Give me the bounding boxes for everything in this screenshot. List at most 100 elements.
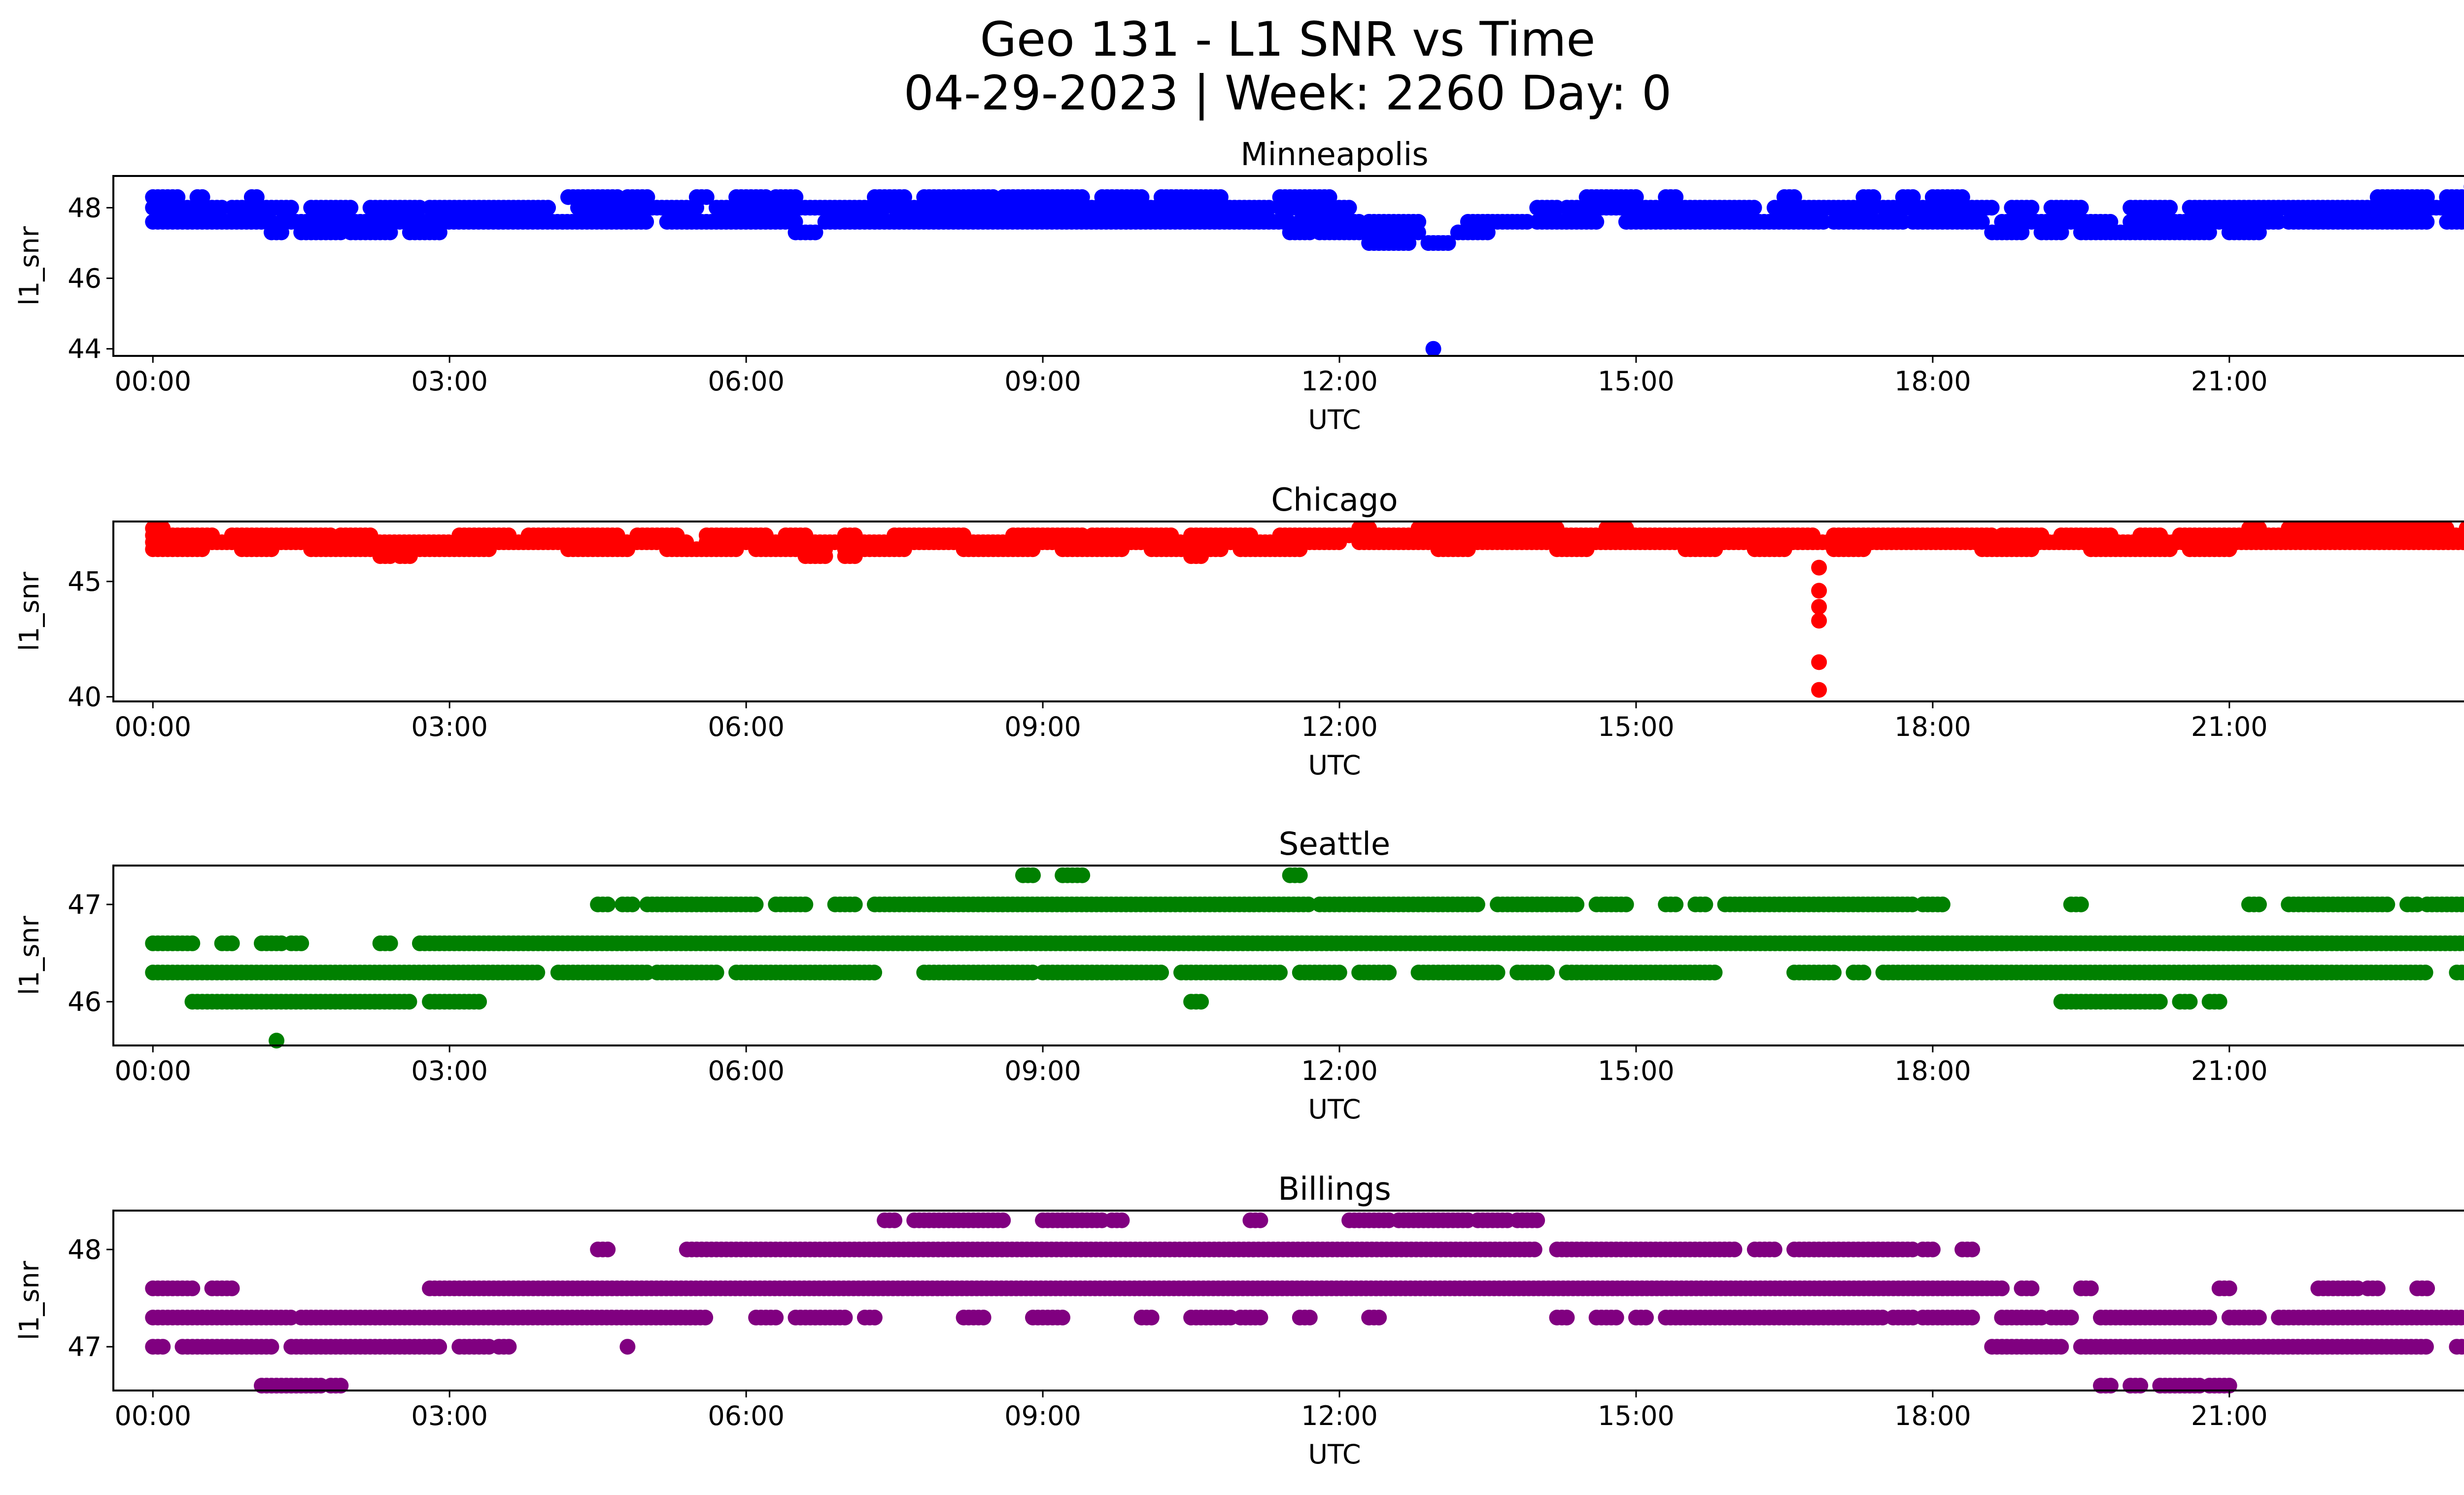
x-tick-label: 09:00 <box>1004 711 1081 742</box>
data-point <box>1588 214 1605 230</box>
data-point <box>1529 1212 1545 1228</box>
x-tick-label: 00:00 <box>114 711 191 742</box>
data-point <box>1746 200 1762 216</box>
data-point <box>2251 896 2267 912</box>
y-tick-label: 47 <box>68 889 102 920</box>
x-tick-label: 00:00 <box>114 366 191 397</box>
data-point <box>382 224 398 241</box>
data-point <box>431 224 447 241</box>
data-point <box>1855 541 1872 557</box>
data-point <box>975 1310 992 1325</box>
data-point <box>263 541 279 557</box>
data-point <box>501 1339 517 1355</box>
data-point <box>2419 214 2435 230</box>
data-point <box>1331 965 1347 980</box>
x-axis-label: UTC <box>1308 1094 1361 1125</box>
data-point <box>263 1339 279 1355</box>
data-point <box>2458 200 2464 215</box>
data-point <box>2379 896 2396 912</box>
data-point <box>529 965 546 980</box>
y-tick-label: 44 <box>68 334 102 365</box>
data-point <box>1638 1310 1654 1325</box>
x-tick-label: 00:00 <box>114 1055 191 1086</box>
data-point <box>481 541 497 557</box>
data-point <box>1114 1212 1130 1228</box>
x-tick-label: 06:00 <box>708 711 785 742</box>
data-point <box>624 896 641 912</box>
y-axis-label: l1_snr <box>14 226 45 306</box>
data-point <box>2053 1339 2069 1355</box>
data-point <box>293 935 309 951</box>
data-point <box>274 224 289 241</box>
subplot-title: Minneapolis <box>1240 137 1428 173</box>
x-tick-label: 12:00 <box>1301 1055 1378 1086</box>
data-point <box>1618 896 1634 912</box>
data-point <box>2162 541 2178 557</box>
data-point <box>1526 1241 1542 1257</box>
data-point <box>540 200 556 216</box>
y-axis-label: l1_snr <box>14 915 45 995</box>
data-point <box>1539 965 1555 980</box>
data-point <box>1361 214 1377 230</box>
data-point <box>382 935 398 951</box>
data-point <box>1301 1310 1318 1325</box>
subplot-title: Chicago <box>1271 482 1398 519</box>
data-point <box>2014 224 2030 241</box>
x-tick-label: 18:00 <box>1894 1400 1971 1431</box>
x-tick-label: 09:00 <box>1004 1400 1081 1431</box>
data-point <box>1143 1310 1160 1325</box>
x-tick-label: 21:00 <box>2191 1400 2268 1431</box>
data-point <box>1341 200 1357 216</box>
data-point <box>1469 896 1485 912</box>
data-point <box>2023 1280 2040 1296</box>
data-point <box>1480 214 1496 230</box>
x-tick-label: 21:00 <box>2191 1055 2268 1086</box>
data-point <box>224 1280 240 1296</box>
data-point <box>1114 541 1130 557</box>
data-series <box>145 184 2464 357</box>
data-point <box>2369 1280 2386 1296</box>
y-tick-label: 46 <box>68 986 102 1017</box>
data-point <box>2073 200 2089 216</box>
data-point <box>155 1339 171 1355</box>
x-tick-label: 00:00 <box>114 1400 191 1431</box>
data-point <box>887 1212 903 1228</box>
data-point <box>431 1339 447 1355</box>
y-tick-label: 47 <box>68 1331 102 1362</box>
data-point <box>600 1241 616 1257</box>
data-point <box>1855 965 1872 980</box>
data-point <box>1272 965 1288 980</box>
data-point <box>1569 896 1585 912</box>
data-point <box>1193 994 1209 1010</box>
data-point <box>1974 214 1990 230</box>
y-tick-label: 45 <box>68 566 102 597</box>
data-point <box>342 200 359 216</box>
data-point <box>697 1310 714 1325</box>
data-point <box>708 965 724 980</box>
data-point <box>2063 1310 2079 1325</box>
data-point <box>1331 534 1347 551</box>
data-point <box>401 994 417 1010</box>
data-point <box>2211 994 2227 1010</box>
data-point <box>184 1280 201 1296</box>
data-point <box>1440 235 1456 251</box>
data-point <box>1292 867 1308 883</box>
data-point <box>1964 1310 1980 1325</box>
x-tick-label: 21:00 <box>2191 366 2268 397</box>
x-tick-label: 18:00 <box>1894 366 1971 397</box>
data-point <box>1811 654 1827 670</box>
data-point <box>1153 965 1169 980</box>
data-point <box>748 896 764 912</box>
data-point <box>1410 224 1426 241</box>
data-point <box>600 896 616 912</box>
data-point <box>471 994 487 1010</box>
x-tick-label: 09:00 <box>1004 366 1081 397</box>
data-point <box>866 965 883 980</box>
data-point <box>1697 896 1713 912</box>
data-point <box>1766 1241 1782 1257</box>
data-point <box>1425 341 1441 357</box>
x-tick-label: 21:00 <box>2191 711 2268 742</box>
data-point <box>2053 224 2069 241</box>
